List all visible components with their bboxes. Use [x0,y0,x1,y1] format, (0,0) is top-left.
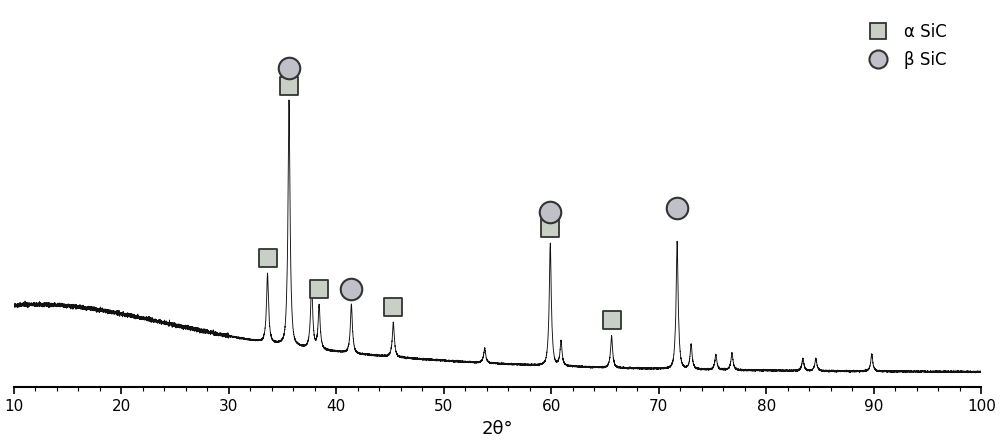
Point [385,303,401,310]
Point [542,225,558,232]
Legend: α SiC, β SiC: α SiC, β SiC [854,16,954,76]
Point [669,205,685,212]
Point [542,209,558,216]
Point [281,64,297,71]
X-axis label: 2θ°: 2θ° [482,420,513,438]
Point [311,286,327,293]
Point [604,317,620,324]
Point [343,286,359,293]
Point [281,82,297,89]
Point [260,255,276,262]
